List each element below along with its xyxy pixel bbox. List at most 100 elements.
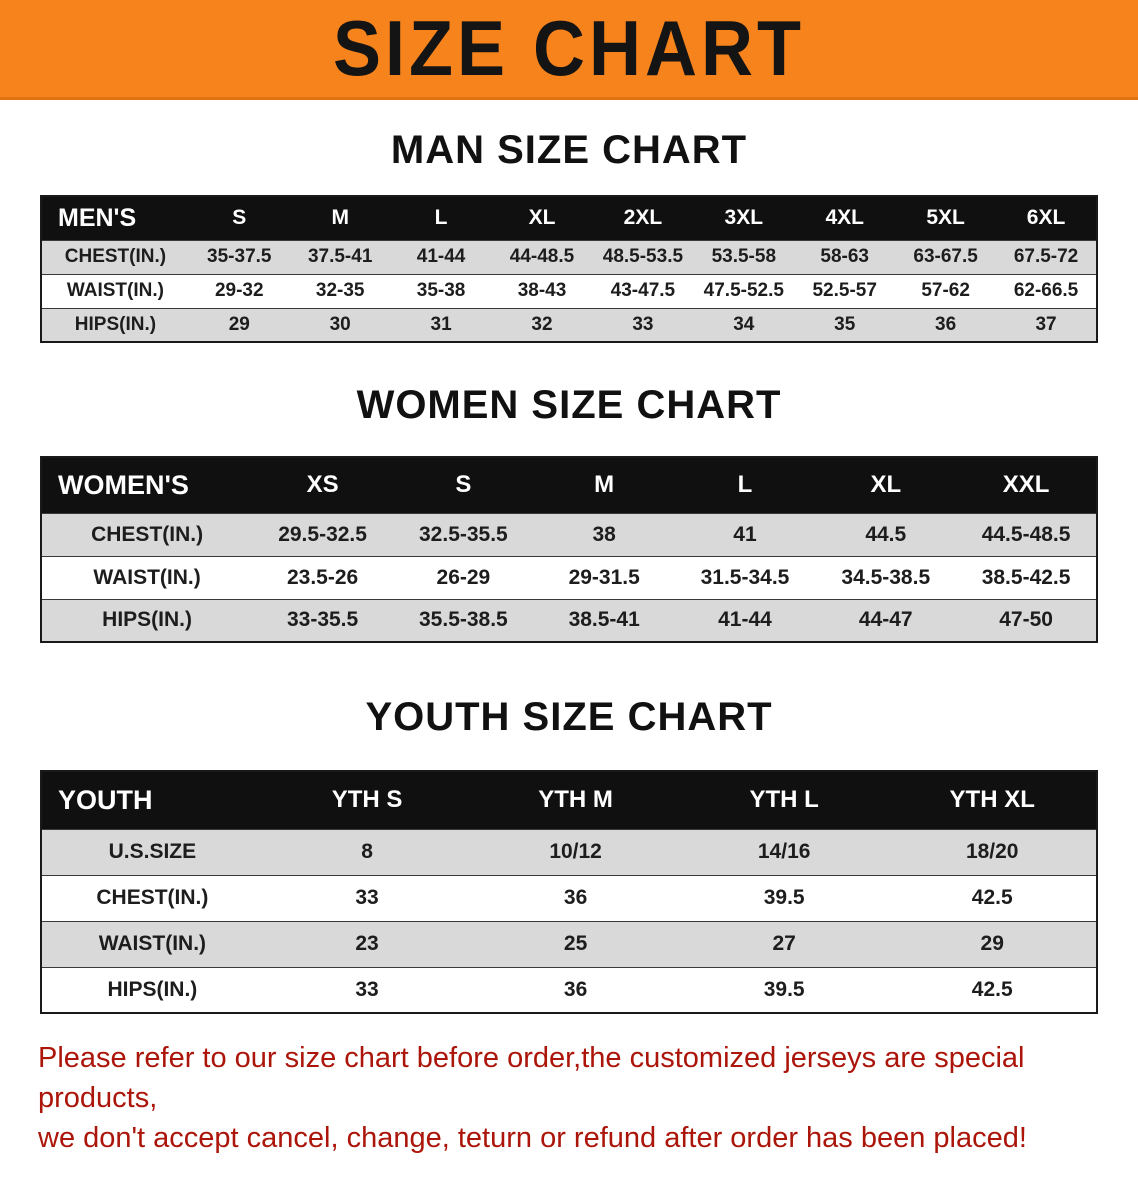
size-value-cell: 39.5 — [679, 966, 889, 1013]
size-value-cell: 33-35.5 — [252, 598, 393, 642]
size-value-cell: 44-48.5 — [491, 239, 593, 274]
size-value-cell: 23.5-26 — [252, 555, 393, 599]
size-value-cell: 33 — [262, 874, 472, 921]
size-value-cell: 44-47 — [815, 598, 957, 642]
size-value-cell: 43-47.5 — [592, 273, 694, 308]
size-column-header: YTH M — [471, 771, 680, 829]
size-value-cell: 38 — [533, 512, 675, 556]
women-size-chart-heading: WOMEN SIZE CHART — [356, 383, 782, 427]
size-value-cell: 29-31.5 — [533, 555, 675, 599]
table-title-cell: MEN'S — [41, 196, 189, 240]
size-value-cell: 57-62 — [895, 273, 997, 308]
size-value-cell: 38.5-41 — [533, 598, 675, 642]
size-value-cell: 30 — [289, 307, 391, 342]
women-size-chart-section: WOMEN SIZE CHART WOMEN'S XS S M L XL XXL CHEST(… — [0, 383, 1138, 643]
size-value-cell: 67.5-72 — [996, 239, 1097, 274]
table-header-row: WOMEN'S XS S M L XL XXL — [41, 457, 1097, 513]
size-value-cell: 32 — [491, 307, 593, 342]
size-value-cell: 35-38 — [390, 273, 492, 308]
banner-title: SIZE CHART — [333, 5, 805, 92]
row-label-cell: HIPS(IN.) — [41, 307, 189, 342]
size-value-cell: 63-67.5 — [895, 239, 997, 274]
size-column-header: YTH S — [262, 771, 472, 829]
youth-size-chart-section: YOUTH SIZE CHART YOUTH YTH S YTH M YTH L YTH… — [0, 695, 1138, 1014]
womens-size-table: WOMEN'S XS S M L XL XXL CHEST(IN.) 29.5-32.5 32.5… — [40, 456, 1098, 643]
size-value-cell: 32.5-35.5 — [392, 512, 534, 556]
size-value-cell: 41 — [674, 512, 816, 556]
table-row: HIPS(IN.) 29 30 31 32 33 34 35 36 37 — [41, 307, 1097, 342]
size-value-cell: 41-44 — [674, 598, 816, 642]
size-value-cell: 26-29 — [392, 555, 534, 599]
row-label-cell: WAIST(IN.) — [41, 920, 263, 967]
table-row: WAIST(IN.) 23 25 27 29 — [41, 920, 1097, 967]
size-value-cell: 38-43 — [491, 273, 593, 308]
size-column-header: S — [392, 457, 534, 513]
size-value-cell: 36 — [895, 307, 997, 342]
size-value-cell: 35.5-38.5 — [392, 598, 534, 642]
size-column-header: 4XL — [794, 196, 896, 240]
size-value-cell: 58-63 — [794, 239, 896, 274]
mens-size-table: MEN'S S M L XL 2XL 3XL 4XL 5XL 6XL CHEST(IN.) 35-37… — [40, 195, 1098, 343]
size-value-cell: 62-66.5 — [996, 273, 1097, 308]
size-value-cell: 41-44 — [390, 239, 492, 274]
size-value-cell: 35-37.5 — [188, 239, 290, 274]
size-column-header: M — [533, 457, 675, 513]
table-title-cell: WOMEN'S — [41, 457, 253, 513]
table-header-row: YOUTH YTH S YTH M YTH L YTH XL — [41, 771, 1097, 829]
table-row: CHEST(IN.) 35-37.5 37.5-41 41-44 44-48.5 48.5… — [41, 239, 1097, 274]
size-column-header: S — [188, 196, 290, 240]
table-row: CHEST(IN.) 29.5-32.5 32.5-35.5 38 41 44.5 44.5… — [41, 512, 1097, 556]
size-value-cell: 35 — [794, 307, 896, 342]
size-value-cell: 34 — [693, 307, 795, 342]
size-value-cell: 14/16 — [679, 828, 889, 875]
size-value-cell: 36 — [471, 966, 680, 1013]
youth-size-table: YOUTH YTH S YTH M YTH L YTH XL U.S.SIZE 8 10/12… — [40, 770, 1098, 1014]
man-size-chart-heading: MAN SIZE CHART — [390, 128, 748, 172]
row-label-cell: CHEST(IN.) — [41, 512, 253, 556]
size-value-cell: 36 — [471, 874, 680, 921]
size-value-cell: 29.5-32.5 — [252, 512, 393, 556]
size-value-cell: 32-35 — [289, 273, 391, 308]
row-label-cell: CHEST(IN.) — [41, 239, 189, 274]
size-column-header: YTH XL — [888, 771, 1097, 829]
size-value-cell: 38.5-42.5 — [956, 555, 1097, 599]
size-value-cell: 10/12 — [471, 828, 680, 875]
size-value-cell: 29 — [888, 920, 1097, 967]
size-value-cell: 18/20 — [888, 828, 1097, 875]
man-size-chart-section: MAN SIZE CHART MEN'S S M L XL 2XL 3XL 4XL 5XL 6XL… — [0, 128, 1138, 343]
size-value-cell: 42.5 — [888, 874, 1097, 921]
size-value-cell: 31 — [390, 307, 492, 342]
size-value-cell: 48.5-53.5 — [592, 239, 694, 274]
size-value-cell: 39.5 — [679, 874, 889, 921]
table-header-row: MEN'S S M L XL 2XL 3XL 4XL 5XL 6XL — [41, 196, 1097, 240]
row-label-cell: CHEST(IN.) — [41, 874, 263, 921]
size-value-cell: 52.5-57 — [794, 273, 896, 308]
size-column-header: XL — [491, 196, 593, 240]
size-value-cell: 53.5-58 — [693, 239, 795, 274]
footer-warning-line-2: we don't accept cancel, change, teturn o… — [38, 1122, 1027, 1155]
size-value-cell: 44.5 — [815, 512, 957, 556]
size-column-header: L — [674, 457, 816, 513]
table-row: U.S.SIZE 8 10/12 14/16 18/20 — [41, 828, 1097, 875]
size-value-cell: 23 — [262, 920, 472, 967]
size-column-header: XXL — [956, 457, 1097, 513]
table-row: HIPS(IN.) 33 36 39.5 42.5 — [41, 966, 1097, 1013]
table-row: HIPS(IN.) 33-35.5 35.5-38.5 38.5-41 41-44 44-… — [41, 598, 1097, 642]
youth-size-chart-heading: YOUTH SIZE CHART — [365, 695, 773, 739]
size-column-header: M — [289, 196, 391, 240]
size-value-cell: 34.5-38.5 — [815, 555, 957, 599]
size-value-cell: 33 — [592, 307, 694, 342]
size-column-header: XL — [815, 457, 957, 513]
footer-warning-line-1: Please refer to our size chart before or… — [38, 1042, 1025, 1115]
size-column-header: YTH L — [679, 771, 889, 829]
banner: SIZE CHART — [0, 0, 1138, 100]
table-row: WAIST(IN.) 23.5-26 26-29 29-31.5 31.5-34.5 34… — [41, 555, 1097, 599]
size-value-cell: 47-50 — [956, 598, 1097, 642]
size-value-cell: 25 — [471, 920, 680, 967]
size-column-header: XS — [252, 457, 393, 513]
size-value-cell: 37.5-41 — [289, 239, 391, 274]
size-value-cell: 44.5-48.5 — [956, 512, 1097, 556]
row-label-cell: U.S.SIZE — [41, 828, 263, 875]
size-column-header: 2XL — [592, 196, 694, 240]
